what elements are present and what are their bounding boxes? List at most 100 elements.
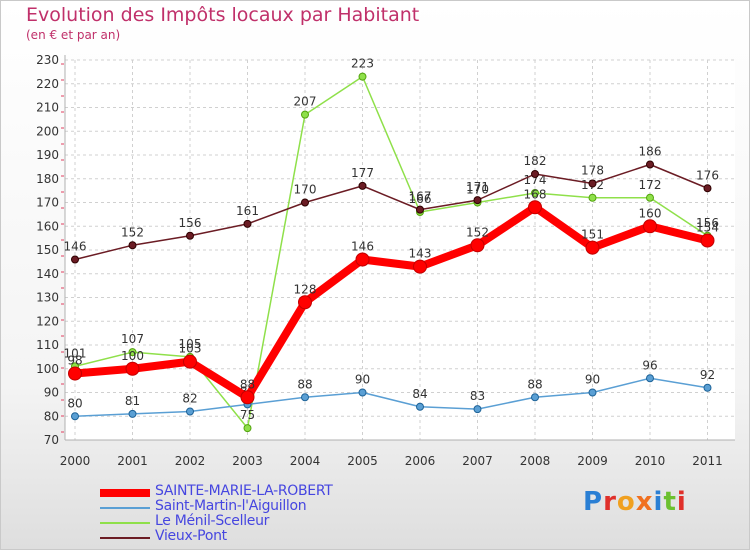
- y-tick-label: 180: [36, 172, 59, 186]
- y-tick-label: 70: [44, 433, 59, 447]
- data-label: 143: [409, 247, 432, 261]
- data-point: [588, 179, 597, 188]
- data-point: [125, 361, 140, 376]
- data-label: 80: [67, 396, 82, 410]
- data-point: [301, 393, 309, 402]
- x-tick-label: 2001: [117, 454, 148, 468]
- data-label: 156: [696, 216, 719, 230]
- x-tick-label: 2010: [635, 454, 666, 468]
- data-point: [416, 402, 424, 411]
- data-point: [646, 374, 654, 383]
- data-label: 223: [351, 57, 374, 71]
- x-tick-label: 2007: [462, 454, 493, 468]
- data-label: 146: [64, 240, 87, 254]
- y-tick-label: 200: [36, 124, 59, 138]
- data-point: [240, 390, 255, 405]
- data-label: 178: [581, 164, 604, 178]
- data-point: [358, 181, 367, 190]
- y-tick-label: 220: [36, 77, 59, 91]
- data-label: 88: [297, 377, 312, 391]
- data-label: 167: [409, 190, 432, 204]
- plot-area: [65, 60, 735, 440]
- x-tick-label: 2004: [290, 454, 321, 468]
- data-point: [301, 198, 309, 207]
- data-point: [588, 388, 597, 397]
- data-point: [301, 110, 309, 119]
- data-label: 88: [240, 377, 255, 391]
- series-line: [74, 203, 709, 402]
- data-point: [68, 366, 82, 381]
- legend-swatch: [100, 522, 150, 524]
- data-point: [128, 241, 137, 250]
- data-label: 107: [121, 332, 144, 346]
- data-label: 182: [524, 154, 547, 168]
- data-label: 177: [351, 166, 374, 180]
- data-label: 146: [351, 240, 374, 254]
- data-point: [470, 238, 485, 253]
- data-point: [358, 388, 367, 397]
- data-label: 82: [182, 392, 197, 406]
- x-tick-label: 2005: [347, 454, 378, 468]
- data-point: [643, 219, 657, 234]
- data-label: 105: [179, 337, 202, 351]
- data-label: 152: [466, 225, 489, 239]
- y-tick-label: 230: [36, 53, 59, 67]
- data-label: 83: [470, 389, 485, 403]
- data-point: [358, 72, 367, 81]
- data-label: 81: [125, 394, 140, 408]
- legend-label: SAINTE-MARIE-LA-ROBERT: [155, 483, 333, 499]
- data-label: 84: [412, 387, 427, 401]
- data-label: 170: [294, 183, 317, 197]
- data-label: 103: [179, 342, 202, 356]
- y-tick-label: 190: [36, 148, 59, 162]
- data-point: [646, 193, 654, 202]
- data-point: [473, 196, 482, 205]
- y-tick-label: 90: [44, 386, 59, 400]
- y-tick-label: 140: [36, 267, 59, 281]
- data-label: 128: [294, 282, 317, 296]
- data-point: [703, 184, 712, 193]
- data-point: [71, 412, 79, 421]
- data-point: [585, 240, 600, 255]
- legend-swatch: [100, 489, 150, 497]
- data-point: [646, 160, 654, 169]
- data-point: [528, 200, 542, 215]
- x-tick-label: 2002: [175, 454, 206, 468]
- data-point: [700, 233, 715, 248]
- data-label: 168: [524, 187, 547, 201]
- chart-subtitle: (en € et par an): [26, 28, 121, 42]
- data-point: [186, 231, 194, 240]
- y-tick-label: 170: [36, 196, 59, 210]
- x-tick-label: 2000: [60, 454, 91, 468]
- x-tick-label: 2003: [232, 454, 263, 468]
- data-label: 207: [294, 95, 317, 109]
- data-label: 90: [585, 373, 600, 387]
- data-point: [355, 252, 370, 267]
- data-point: [128, 348, 137, 357]
- y-tick-label: 210: [36, 101, 59, 115]
- y-tick-label: 100: [36, 362, 59, 376]
- legend-label: Saint-Martin-l'Aiguillon: [155, 498, 307, 514]
- data-point: [128, 409, 137, 418]
- series-line: [74, 163, 708, 261]
- data-point: [183, 354, 197, 369]
- data-label: 176: [696, 168, 719, 182]
- x-tick-label: 2009: [577, 454, 608, 468]
- legend-label: Le Ménil-Scelleur: [155, 513, 270, 529]
- data-label: 171: [466, 180, 489, 194]
- data-point: [243, 424, 252, 433]
- data-label: 151: [581, 228, 604, 242]
- data-point: [243, 219, 252, 228]
- y-tick-label: 150: [36, 243, 59, 257]
- data-point: [473, 405, 482, 414]
- data-point: [703, 383, 712, 392]
- data-label: 154: [696, 221, 719, 235]
- legend-label: Vieux-Pont: [155, 528, 227, 544]
- y-tick-label: 160: [36, 219, 59, 233]
- data-label: 90: [355, 373, 370, 387]
- x-tick-label: 2008: [520, 454, 551, 468]
- data-label: 166: [409, 192, 432, 206]
- data-label: 156: [179, 216, 202, 230]
- data-point: [531, 393, 539, 402]
- y-tick-label: 110: [36, 338, 59, 352]
